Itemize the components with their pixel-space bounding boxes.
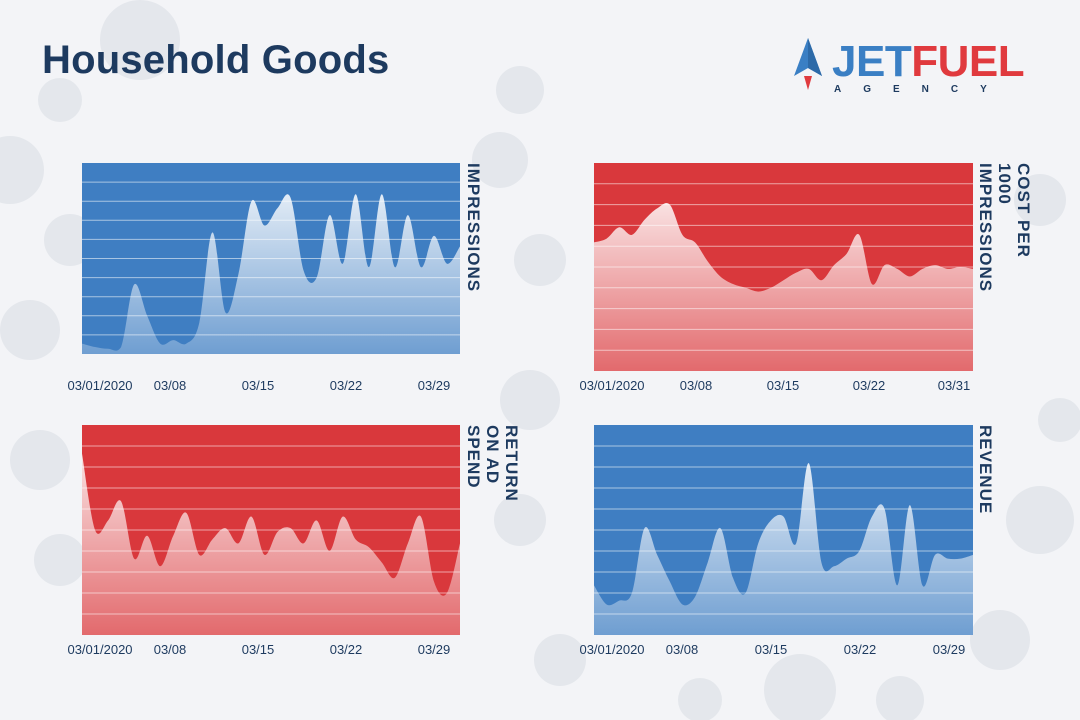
x-tick-label: 03/01/2020 — [67, 642, 133, 657]
x-tick-label: 03/22 — [843, 642, 877, 657]
impressions-axis-label: IMPRESSIONS — [464, 163, 483, 293]
x-tick-label: 03/15 — [241, 378, 275, 393]
x-tick-label: 03/29 — [417, 642, 451, 657]
x-tick-label: 03/29 — [417, 378, 451, 393]
cpm-plot — [594, 163, 973, 371]
brand-logo: JETFUEL AGENCY — [788, 36, 1048, 100]
logo-subtitle: AGENCY — [834, 84, 1009, 95]
x-tick-label: 03/08 — [665, 642, 699, 657]
x-tick-label: 03/08 — [153, 378, 187, 393]
x-tick-label: 03/01/2020 — [579, 642, 645, 657]
cpm-axis-label: COST PER 1000 IMPRESSIONS — [976, 163, 1033, 293]
x-tick-label: 03/01/2020 — [579, 378, 645, 393]
logo-wordmark: JETFUEL — [832, 37, 1025, 86]
page-title: Household Goods — [42, 38, 390, 82]
series-area — [82, 194, 460, 354]
x-tick-label: 03/22 — [329, 642, 363, 657]
x-tick-label: 03/08 — [153, 642, 187, 657]
logo-word-jet: JET — [832, 37, 912, 86]
series-area — [594, 202, 973, 371]
x-tick-label: 03/15 — [241, 642, 275, 657]
roas-axis-label: RETURN ON AD SPEND — [464, 425, 521, 502]
logo-word-fuel: FUEL — [911, 37, 1025, 86]
series-area — [82, 453, 460, 635]
x-tick-label: 03/31 — [937, 378, 971, 393]
impressions-plot — [82, 163, 460, 354]
x-tick-label: 03/15 — [754, 642, 788, 657]
x-tick-label: 03/22 — [329, 378, 363, 393]
rocket-icon — [794, 38, 822, 90]
x-tick-label: 03/08 — [679, 378, 713, 393]
revenue-axis-label: REVENUE — [976, 425, 995, 515]
series-area — [594, 463, 973, 635]
x-tick-label: 03/29 — [932, 642, 966, 657]
revenue-plot — [594, 425, 973, 635]
x-tick-label: 03/22 — [852, 378, 886, 393]
roas-plot — [82, 425, 460, 635]
x-tick-label: 03/01/2020 — [67, 378, 133, 393]
x-tick-label: 03/15 — [766, 378, 800, 393]
